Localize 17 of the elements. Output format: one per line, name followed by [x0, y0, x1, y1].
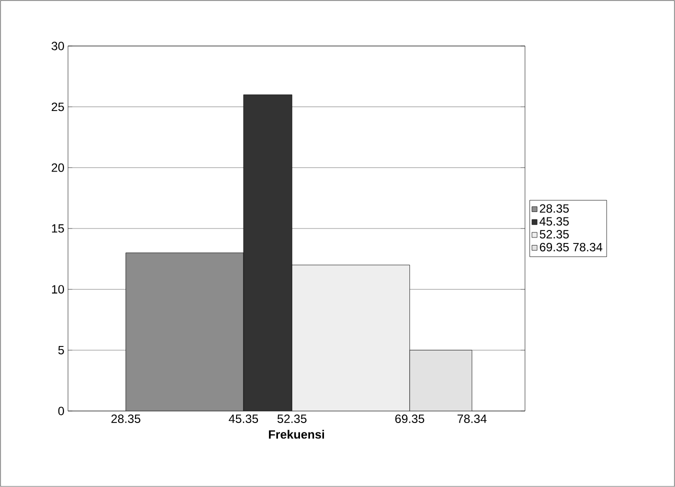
y-tick-label: 25 — [52, 102, 64, 112]
x-tick-label: 45.35 — [228, 414, 258, 424]
legend-label: 28.35 — [540, 204, 569, 213]
y-tick-label: 0 — [58, 406, 64, 416]
y-tick-label: 30 — [52, 42, 64, 50]
x-tick-label: 78.34 — [458, 414, 487, 424]
legend-label: 69.35 78.34 — [540, 242, 602, 252]
y-tick-label: 20 — [52, 163, 64, 172]
y-tick-label: 5 — [58, 346, 64, 354]
x-tick-label: 69.35 — [395, 414, 424, 424]
x-tick-label: 52.35 — [277, 414, 306, 424]
y-tick-label: 10 — [52, 285, 64, 294]
legend-label: 45.35 — [540, 217, 569, 226]
legend-label: 52.35 — [540, 230, 569, 238]
x-axis-title: Frekuensi — [268, 430, 324, 439]
x-tick-label: 28.35 — [111, 414, 140, 424]
y-tick-label: 15 — [52, 224, 64, 233]
